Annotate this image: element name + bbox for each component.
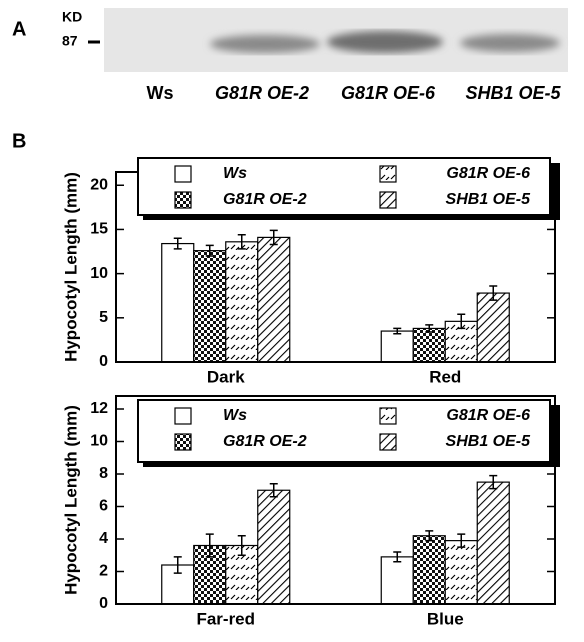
y-tick-label: 0 — [99, 595, 108, 612]
y-tick-label: 20 — [90, 176, 108, 193]
legend-swatch — [175, 192, 191, 208]
y-axis-label: Hypocotyl Length (mm) — [61, 405, 80, 595]
bar — [477, 482, 509, 604]
legend-swatch — [380, 192, 396, 208]
y-tick-label: 6 — [99, 498, 108, 515]
bar — [445, 541, 477, 604]
legend-label: Ws — [223, 407, 247, 424]
legend-label: G81R OE-6 — [446, 407, 530, 424]
y-tick-label: 5 — [99, 309, 108, 326]
legend-swatch — [380, 434, 396, 450]
legend-label: SHB1 OE-5 — [446, 191, 532, 208]
y-tick-label: 4 — [99, 530, 108, 547]
panel-label: A — [12, 18, 26, 40]
legend-label: Ws — [223, 165, 247, 182]
y-tick-label: 8 — [99, 465, 108, 482]
lane-label: G81R OE-6 — [341, 83, 436, 103]
y-tick-label: 0 — [99, 353, 108, 370]
legend-label: SHB1 OE-5 — [446, 433, 532, 450]
bar — [381, 557, 413, 604]
bar — [194, 251, 226, 362]
marker-label: 87 — [62, 33, 78, 49]
lane-label: SHB1 OE-5 — [465, 83, 561, 103]
lane-label: Ws — [147, 83, 174, 103]
y-tick-label: 15 — [90, 221, 108, 238]
figure: A KD 87 Ws G81R OE-2 G81R OE-6 SHB1 OE-5… — [0, 0, 584, 642]
legend-label: G81R OE-6 — [446, 165, 530, 182]
legend-swatch — [380, 166, 396, 182]
bar — [258, 237, 290, 362]
x-tick-label: Dark — [207, 367, 245, 386]
y-axis-label: Hypocotyl Length (mm) — [61, 172, 80, 362]
bar — [226, 242, 258, 362]
y-tick-label: 12 — [90, 400, 108, 417]
bar — [381, 331, 413, 362]
x-tick-label: Red — [429, 367, 461, 386]
legend-swatch — [175, 166, 191, 182]
bar — [413, 536, 445, 604]
x-tick-label: Blue — [427, 609, 464, 628]
y-tick-label: 10 — [90, 433, 108, 450]
legend-label: G81R OE-2 — [223, 191, 307, 208]
bar — [477, 293, 509, 362]
x-tick-label: Far-red — [196, 609, 255, 628]
legend-swatch — [175, 434, 191, 450]
bar — [258, 490, 290, 604]
panel-label: B — [12, 130, 26, 152]
legend-label: G81R OE-2 — [223, 433, 307, 450]
unit-label: KD — [62, 9, 82, 25]
y-tick-label: 10 — [90, 265, 108, 282]
legend-swatch — [380, 408, 396, 424]
lane-label: G81R OE-2 — [215, 83, 309, 103]
y-tick-label: 2 — [99, 563, 108, 580]
legend-swatch — [175, 408, 191, 424]
bar — [162, 244, 194, 362]
bar — [413, 328, 445, 362]
